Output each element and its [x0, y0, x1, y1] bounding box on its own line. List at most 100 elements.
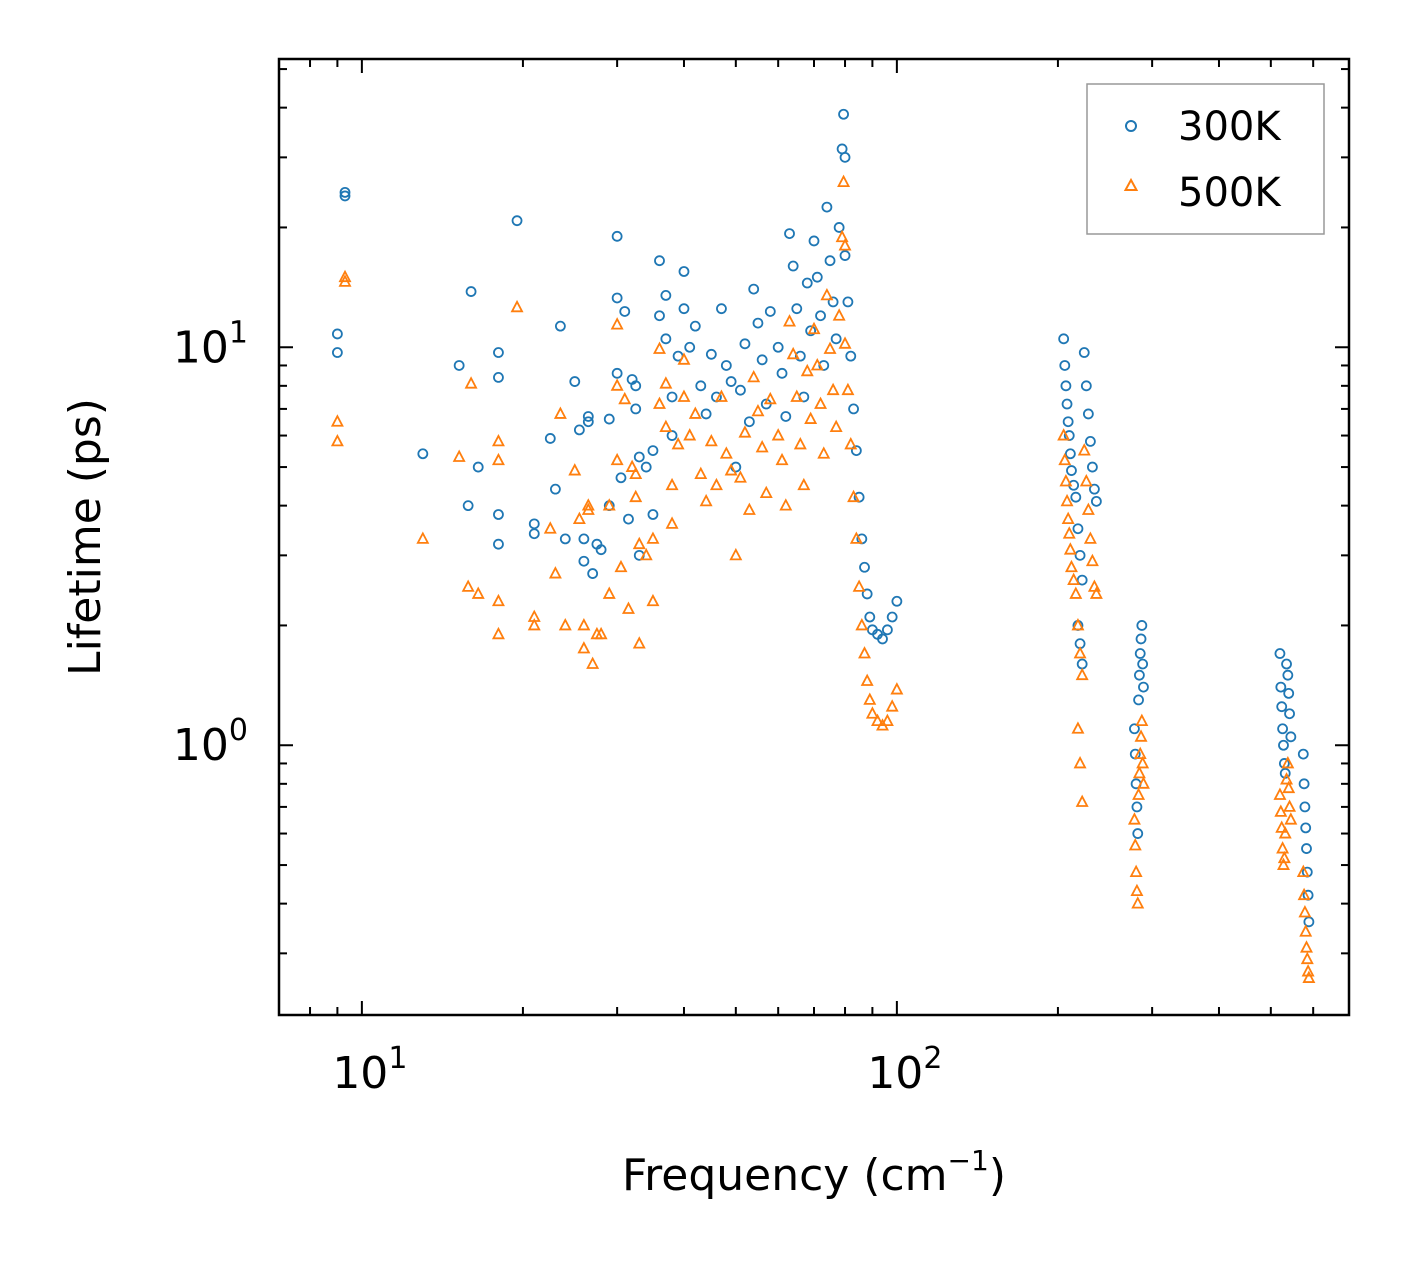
point-500k	[1129, 864, 1143, 878]
point-500k	[1079, 474, 1093, 487]
point-500k	[849, 531, 863, 544]
point-500k	[646, 531, 660, 544]
x-axis-label-close: )	[989, 1150, 1006, 1201]
point-300k	[493, 347, 504, 358]
point-500k	[629, 489, 643, 503]
point-300k	[582, 416, 594, 428]
point-300k	[472, 461, 484, 473]
point-300k	[1283, 687, 1295, 699]
point-500k	[807, 321, 821, 335]
point-500k	[1073, 756, 1087, 769]
point-300k	[752, 317, 764, 329]
point-500k	[838, 238, 852, 251]
point-500k	[1128, 838, 1142, 851]
point-300k	[1080, 380, 1092, 392]
point-500k	[841, 382, 855, 396]
point-500k	[817, 446, 831, 459]
point-300k	[666, 430, 678, 441]
point-300k	[1070, 491, 1082, 503]
point-300k	[1276, 701, 1288, 713]
point-500k	[783, 314, 797, 327]
point-500k	[1136, 776, 1150, 789]
series-500k	[330, 174, 1316, 983]
point-300k	[787, 260, 799, 272]
point-300k	[794, 350, 806, 362]
point-300k	[654, 255, 665, 267]
point-300k	[587, 568, 599, 579]
point-300k	[801, 277, 813, 289]
point-500k	[738, 425, 752, 438]
point-500k	[755, 440, 769, 453]
point-500k	[1063, 542, 1077, 555]
point-500k	[416, 531, 430, 544]
point-300k	[1084, 436, 1096, 447]
point-300k	[764, 306, 776, 317]
point-300k	[633, 451, 645, 463]
point-500k	[1276, 841, 1290, 854]
point-300k	[578, 533, 590, 545]
point-500k	[1071, 618, 1085, 631]
point-500k	[491, 452, 505, 466]
legend-label-500k: 500K	[1178, 170, 1282, 216]
point-500k	[1061, 511, 1075, 525]
point-300k	[891, 595, 903, 607]
point-300k	[1090, 495, 1102, 507]
point-500k	[1085, 553, 1099, 567]
point-300k	[839, 151, 851, 163]
point-500k	[621, 601, 635, 614]
point-500k	[610, 378, 624, 391]
points-layer	[330, 108, 1316, 983]
point-500k	[683, 428, 697, 441]
point-300k	[554, 320, 566, 332]
point-500k	[747, 369, 761, 383]
point-500k	[568, 463, 582, 476]
point-500k	[491, 593, 505, 607]
point-500k	[1132, 787, 1146, 800]
point-300k	[791, 303, 803, 315]
point-500k	[863, 692, 877, 705]
ticks-layer	[278, 59, 1350, 1015]
point-500k	[1296, 864, 1310, 878]
point-300k	[881, 624, 893, 636]
x-axis-label: Frequency (cm−1)	[622, 1144, 1006, 1201]
point-500k	[724, 463, 738, 476]
point-500k	[1281, 756, 1295, 769]
point-500k	[823, 341, 837, 354]
point-300k	[1060, 380, 1072, 392]
point-300k	[1072, 523, 1084, 535]
point-500k	[829, 419, 843, 433]
point-500k	[793, 436, 807, 450]
point-500k	[677, 389, 691, 402]
point-500k	[810, 358, 824, 371]
point-500k	[742, 502, 756, 515]
point-500k	[330, 414, 344, 427]
point-500k	[677, 352, 691, 365]
point-300k	[1298, 778, 1310, 790]
point-500k	[510, 299, 524, 313]
point-300k	[1299, 801, 1311, 813]
point-500k	[614, 559, 628, 573]
point-500k	[820, 287, 834, 301]
point-500k	[751, 403, 765, 417]
y-tick-label-exponent: 0	[229, 713, 248, 748]
point-300k	[1300, 822, 1312, 834]
point-300k	[339, 186, 351, 198]
point-500k	[865, 706, 879, 719]
point-300k	[1282, 669, 1294, 681]
point-500k	[659, 419, 673, 433]
legend-label-300k: 300K	[1178, 104, 1282, 150]
point-300k	[611, 230, 623, 242]
point-300k	[1297, 748, 1309, 760]
point-500k	[838, 336, 852, 349]
point-500k	[594, 626, 608, 640]
point-500k	[1089, 586, 1103, 599]
point-500k	[1057, 428, 1071, 441]
point-300k	[1064, 448, 1076, 460]
point-500k	[844, 436, 858, 450]
point-500k	[581, 502, 595, 515]
point-500k	[804, 411, 818, 424]
point-500k	[625, 459, 639, 472]
point-500k	[646, 593, 660, 607]
point-300k	[1275, 681, 1287, 693]
point-300k	[720, 360, 732, 371]
